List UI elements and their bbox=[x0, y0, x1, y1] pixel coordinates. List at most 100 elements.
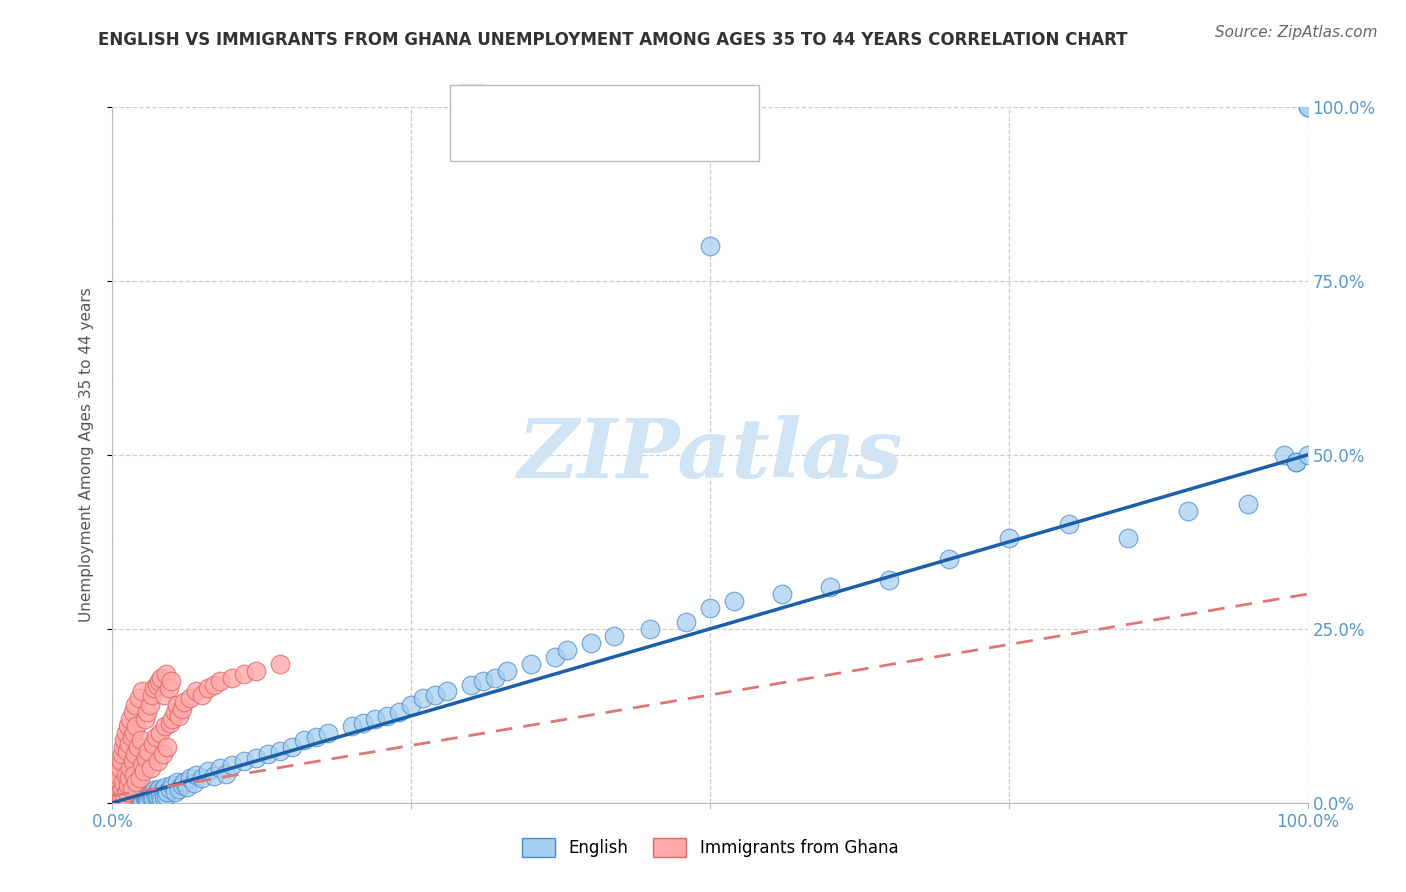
Point bbox=[401, 698, 423, 713]
Point bbox=[127, 794, 149, 808]
Point bbox=[179, 772, 201, 786]
Point bbox=[122, 726, 145, 740]
Point bbox=[108, 785, 131, 799]
Point bbox=[148, 781, 170, 796]
Point bbox=[134, 712, 156, 726]
Point bbox=[118, 791, 141, 805]
Point bbox=[114, 789, 135, 803]
Point bbox=[125, 785, 148, 799]
Point bbox=[114, 733, 135, 747]
Point bbox=[281, 740, 304, 755]
Point bbox=[121, 790, 143, 805]
Point bbox=[110, 790, 132, 805]
Point bbox=[155, 789, 177, 803]
Point bbox=[179, 691, 201, 706]
Point bbox=[134, 791, 156, 805]
Point bbox=[209, 674, 232, 689]
Point bbox=[305, 730, 328, 744]
Point bbox=[132, 785, 155, 799]
Point bbox=[425, 688, 447, 702]
Point bbox=[723, 594, 745, 608]
Point bbox=[120, 712, 142, 726]
Point bbox=[121, 754, 143, 768]
Point bbox=[150, 671, 173, 685]
Point bbox=[197, 764, 219, 779]
Point bbox=[111, 747, 134, 761]
Point bbox=[818, 580, 841, 594]
Point bbox=[221, 671, 243, 685]
Point bbox=[139, 790, 162, 805]
Text: 0.140: 0.140 bbox=[555, 120, 617, 138]
Point bbox=[233, 754, 256, 768]
Point bbox=[149, 788, 172, 802]
Text: 113: 113 bbox=[672, 84, 713, 103]
Point bbox=[138, 698, 160, 713]
Point bbox=[136, 792, 159, 806]
Point bbox=[114, 794, 135, 808]
Point bbox=[157, 681, 180, 695]
Point bbox=[173, 775, 195, 789]
Text: ZIPatlas: ZIPatlas bbox=[517, 415, 903, 495]
Point bbox=[159, 715, 181, 730]
Point bbox=[143, 783, 166, 797]
Point bbox=[118, 737, 141, 751]
Text: 0.634: 0.634 bbox=[555, 84, 617, 103]
Point bbox=[122, 768, 145, 782]
Point bbox=[131, 684, 153, 698]
Point bbox=[146, 790, 169, 805]
Point bbox=[129, 733, 152, 747]
Point bbox=[1237, 497, 1260, 511]
Point bbox=[122, 788, 145, 802]
Point bbox=[1296, 100, 1319, 114]
Point bbox=[135, 789, 157, 803]
Point bbox=[191, 772, 214, 786]
Point bbox=[118, 772, 141, 786]
Point bbox=[125, 792, 148, 806]
Point bbox=[938, 552, 960, 566]
Text: R =: R = bbox=[509, 120, 548, 138]
Point bbox=[1057, 517, 1080, 532]
Point bbox=[170, 778, 193, 793]
Point bbox=[128, 790, 150, 805]
Point bbox=[221, 757, 243, 772]
Text: Source: ZipAtlas.com: Source: ZipAtlas.com bbox=[1215, 25, 1378, 40]
Point bbox=[122, 793, 145, 807]
Point bbox=[121, 791, 143, 805]
Point bbox=[115, 793, 138, 807]
Point bbox=[152, 783, 174, 797]
Point bbox=[166, 775, 188, 789]
Point bbox=[163, 706, 186, 720]
Point bbox=[131, 793, 153, 807]
Point bbox=[149, 726, 172, 740]
Point bbox=[114, 726, 136, 740]
Point bbox=[436, 684, 458, 698]
Point bbox=[555, 642, 578, 657]
Point bbox=[135, 750, 157, 764]
Point bbox=[131, 788, 153, 802]
Point bbox=[675, 615, 697, 629]
Point bbox=[520, 657, 543, 671]
Point bbox=[143, 681, 166, 695]
Point bbox=[160, 674, 183, 689]
Point bbox=[879, 573, 901, 587]
Point bbox=[112, 740, 135, 755]
Point bbox=[183, 776, 205, 790]
Point bbox=[388, 706, 411, 720]
Point bbox=[202, 677, 225, 691]
Point bbox=[233, 667, 256, 681]
Point bbox=[129, 791, 152, 805]
Point bbox=[352, 715, 374, 730]
Point bbox=[1296, 100, 1319, 114]
Point bbox=[155, 667, 177, 681]
Point bbox=[186, 684, 208, 698]
Point bbox=[107, 792, 129, 806]
Point bbox=[129, 789, 152, 803]
Point bbox=[316, 726, 339, 740]
Point bbox=[139, 761, 162, 775]
Point bbox=[125, 719, 148, 733]
Point bbox=[153, 780, 176, 795]
Point bbox=[1285, 455, 1308, 469]
Point bbox=[141, 788, 163, 802]
Point bbox=[1177, 503, 1199, 517]
Point bbox=[115, 785, 138, 799]
